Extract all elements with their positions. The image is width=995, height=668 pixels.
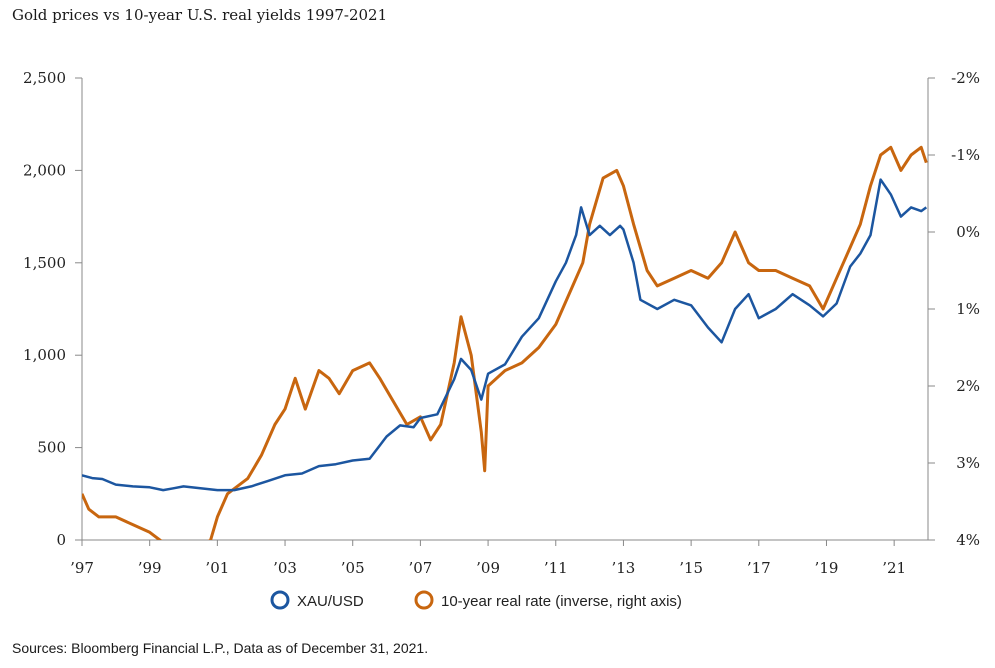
legend: XAU/USD 10-year real rate (inverse, right… — [270, 590, 682, 610]
x-tick-label: ’05 — [341, 559, 365, 577]
x-tick-label: ’21 — [882, 559, 906, 577]
series-xau-usd-line — [82, 178, 928, 492]
y-right-tick-label: 0% — [956, 223, 980, 241]
x-tick-label: ’13 — [612, 559, 636, 577]
legend-real-rate-label: 10-year real rate (inverse, right axis) — [441, 593, 682, 610]
x-tick-label: ’15 — [679, 559, 703, 577]
y-right-tick-label: -1% — [951, 146, 980, 164]
axes-group: 0 500 1,000 1,500 2,000 2,500 -2% -1% 0% 1% 2% 3% 4%… — [23, 69, 980, 577]
legend-xau-usd-label: XAU/USD — [297, 593, 364, 610]
y-left-tick-label: 2,500 — [23, 69, 66, 87]
x-tick-label: ’19 — [815, 559, 839, 577]
y-right-tick-label: 4% — [956, 531, 980, 549]
y-left-tick-label: 1,500 — [23, 254, 66, 272]
y-left-tick-label: 500 — [37, 439, 66, 457]
chart-title: Gold prices vs 10-year U.S. real yields … — [12, 6, 388, 24]
x-tick-label: ’07 — [408, 559, 432, 577]
series-real-rate-line — [82, 145, 928, 540]
legend-xau-usd-marker — [270, 590, 290, 610]
x-tick-label: ’01 — [205, 559, 229, 577]
x-tick-label: ’09 — [476, 559, 500, 577]
x-tick-label: ’99 — [138, 559, 162, 577]
series-layer — [82, 145, 928, 540]
x-tick-label: ’03 — [273, 559, 297, 577]
y-right-tick-label: 3% — [956, 454, 980, 472]
x-tick-label: ’11 — [544, 559, 568, 577]
y-left-tick-label: 2,000 — [23, 161, 66, 179]
y-right-tick-label: 2% — [956, 377, 980, 395]
source-note: Sources: Bloomberg Financial L.P., Data … — [12, 640, 429, 656]
y-left-tick-label: 1,000 — [23, 346, 66, 364]
legend-real-rate-marker — [414, 590, 434, 610]
x-tick-label: ’17 — [747, 559, 771, 577]
y-left-tick-label: 0 — [56, 531, 66, 549]
y-right-tick-label: 1% — [956, 300, 980, 318]
y-right-tick-label: -2% — [951, 69, 980, 87]
x-tick-label: ’97 — [70, 559, 94, 577]
